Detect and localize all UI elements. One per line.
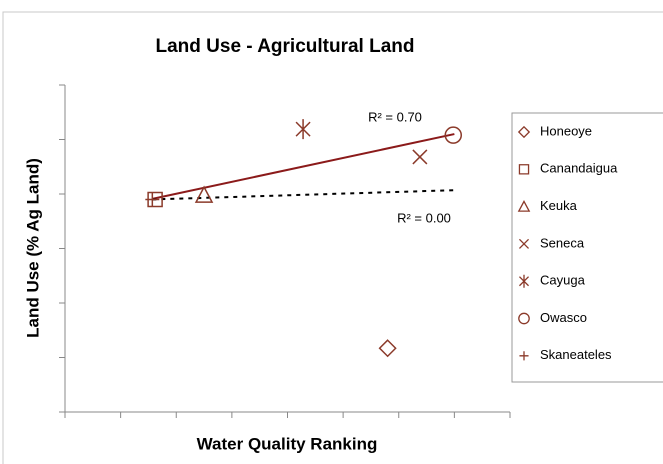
marker	[378, 339, 397, 358]
legend-marker	[519, 351, 529, 361]
trendline	[152, 133, 455, 200]
marker	[444, 126, 463, 144]
legend-marker	[518, 312, 530, 325]
legend-marker	[517, 200, 531, 212]
y-axis-label: Land Use (% Ag Land)	[23, 158, 42, 338]
legend-marker	[518, 164, 530, 175]
legend-label: Owasco	[540, 310, 587, 325]
legend-label: Skaneateles	[540, 347, 612, 362]
marker	[412, 149, 428, 165]
trendline-label: R² = 0.70	[368, 109, 422, 124]
marker	[194, 185, 214, 203]
legend-marker	[518, 274, 530, 288]
marker	[145, 192, 160, 207]
legend-marker	[517, 125, 531, 139]
chart-border	[2, 11, 663, 464]
legend-box	[511, 112, 663, 383]
legend-marker	[518, 238, 530, 249]
trendline-label: R² = 0.00	[397, 210, 451, 225]
legend-label: Cayuga	[540, 273, 586, 288]
marker	[295, 119, 311, 140]
legend-label: Seneca	[540, 235, 585, 250]
legend-label: Canandaigua	[540, 161, 618, 176]
legend-label: Honeoye	[540, 123, 592, 138]
x-axis-label: Water Quality Ranking	[197, 434, 378, 453]
legend-label: Keuka	[540, 198, 578, 213]
chart-title: Land Use - Agricultural Land	[156, 36, 415, 57]
marker	[147, 191, 163, 208]
